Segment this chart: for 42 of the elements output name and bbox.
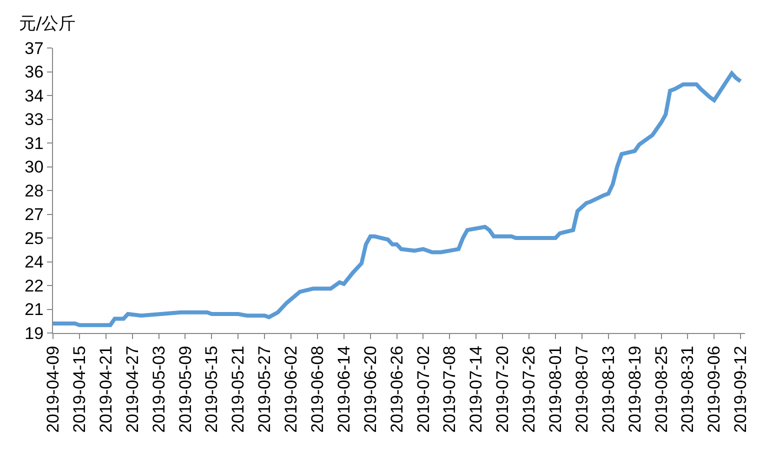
x-tick-label: 2019-08-19 xyxy=(625,346,644,433)
x-tick-label: 2019-04-21 xyxy=(96,346,116,433)
x-tick-label: 2019-06-20 xyxy=(360,346,380,433)
x-tick-label: 2019-06-26 xyxy=(387,346,406,433)
x-tick-label: 2019-07-08 xyxy=(440,346,460,433)
x-tick-label: 2019-05-15 xyxy=(202,346,222,433)
x-tick-label: 2019-04-15 xyxy=(70,346,89,433)
x-tick-label: 2019-06-08 xyxy=(308,346,327,433)
x-tick-label: 2019-09-06 xyxy=(704,346,724,433)
y-tick-label: 27 xyxy=(24,205,44,224)
y-tick-label: 30 xyxy=(24,158,44,177)
x-tick-label: 2019-06-14 xyxy=(334,346,354,433)
x-tick-label: 2019-06-02 xyxy=(282,346,301,433)
x-tick-label: 2019-08-25 xyxy=(652,346,671,433)
x-tick-label: 2019-05-21 xyxy=(228,346,248,433)
x-tick-label: 2019-07-26 xyxy=(520,346,539,433)
y-tick-label: 36 xyxy=(24,62,44,82)
y-tick-label: 25 xyxy=(24,228,44,248)
y-tick-label: 33 xyxy=(24,110,44,130)
x-tick-label: 2019-05-27 xyxy=(255,346,274,433)
y-tick-label: 21 xyxy=(24,300,44,320)
x-tick-label: 2019-04-09 xyxy=(44,346,63,433)
x-tick-label: 2019-07-02 xyxy=(414,346,433,433)
y-tick-label: 22 xyxy=(24,276,44,296)
x-tick-label: 2019-08-31 xyxy=(678,346,698,433)
y-tick-label: 37 xyxy=(24,38,44,58)
y-tick-label: 34 xyxy=(24,86,44,106)
x-tick-label: 2019-08-07 xyxy=(572,346,592,433)
x-tick-label: 2019-08-01 xyxy=(546,346,565,433)
y-tick-label: 19 xyxy=(24,324,44,343)
x-tick-label: 2019-07-20 xyxy=(493,346,512,433)
y-tick-label: 31 xyxy=(24,134,44,153)
x-tick-label: 2019-09-12 xyxy=(731,346,750,433)
y-tick-label: 24 xyxy=(24,252,44,272)
x-tick-label: 2019-05-09 xyxy=(176,346,195,433)
x-tick-label: 2019-04-27 xyxy=(122,346,142,433)
line-series xyxy=(53,71,743,328)
x-tick-label: 2019-08-13 xyxy=(598,346,618,433)
y-tick-label: 28 xyxy=(24,181,44,200)
x-tick-label: 2019-07-14 xyxy=(466,346,486,433)
y-axis-title: 元/公斤 xyxy=(19,14,76,34)
x-tick-label: 2019-05-03 xyxy=(149,346,168,433)
